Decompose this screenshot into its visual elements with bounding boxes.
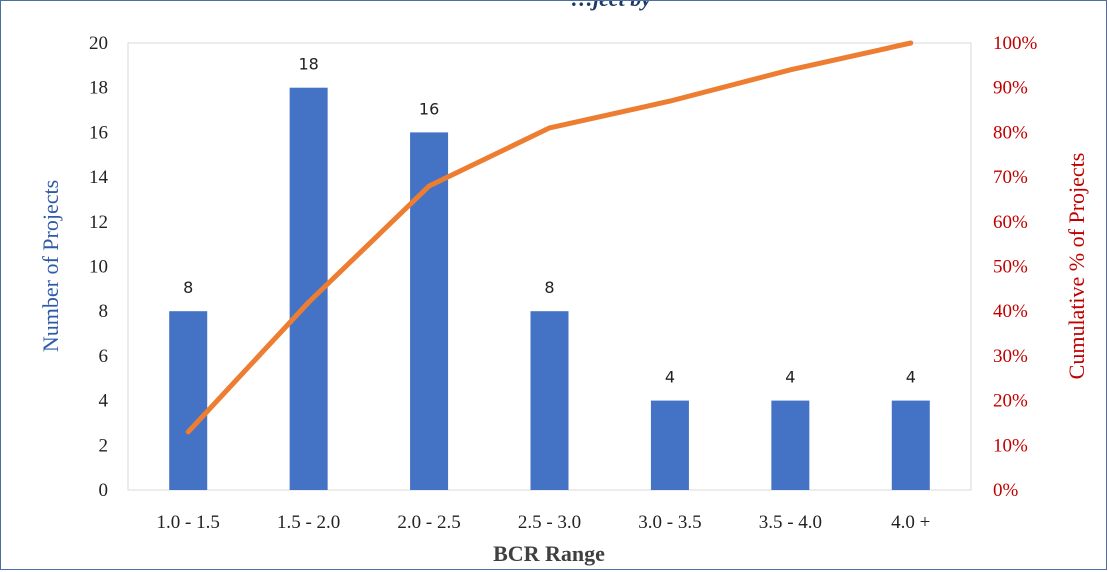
- y2-tick-label: 100%: [993, 33, 1038, 54]
- x-tick-label: 1.5 - 2.0: [277, 512, 340, 533]
- bar-data-label: 8: [183, 278, 193, 297]
- y2-tick-label: 10%: [993, 435, 1028, 456]
- bar: [410, 132, 449, 490]
- chart-title: …ject by: [571, 1, 651, 11]
- y-tick-label: 8: [99, 301, 109, 322]
- y2-tick-label: 80%: [993, 122, 1028, 143]
- y-tick-label: 14: [89, 167, 109, 188]
- bar: [891, 400, 930, 490]
- x-tick-label: 3.0 - 3.5: [638, 512, 701, 533]
- bar-data-label: 16: [419, 99, 439, 118]
- y-tick-label: 4: [99, 391, 109, 412]
- y2-tick-label: 90%: [993, 78, 1028, 99]
- y2-tick-label: 60%: [993, 212, 1028, 233]
- cumulative-line: [185, 40, 914, 435]
- y2-tick-label: 40%: [993, 301, 1028, 322]
- x-tick-label: 1.0 - 1.5: [157, 512, 220, 533]
- y-tick-label: 2: [99, 435, 109, 456]
- y2-tick-label: 0%: [993, 480, 1019, 501]
- bar: [169, 311, 208, 490]
- y-axis-title: Number of Projects: [38, 180, 63, 352]
- y2-tick-label: 70%: [993, 167, 1028, 188]
- bar-data-label: 18: [298, 55, 318, 74]
- y-tick-label: 12: [89, 212, 108, 233]
- bar-data-label: 4: [665, 368, 675, 387]
- bar-data-label: 4: [906, 368, 916, 387]
- y-tick-label: 20: [89, 33, 108, 54]
- y2-tick-label: 50%: [993, 257, 1028, 278]
- y-tick-label: 16: [89, 122, 108, 143]
- bar: [530, 311, 569, 490]
- y2-tick-label: 20%: [993, 391, 1028, 412]
- y2-tick-label: 30%: [993, 346, 1028, 367]
- y-tick-label: 18: [89, 78, 108, 99]
- y-tick-label: 10: [89, 257, 108, 278]
- y2-axis-title: Cumulative % of Projects: [1064, 153, 1089, 380]
- x-tick-label: 4.0 +: [891, 512, 930, 533]
- x-axis-title: BCR Range: [493, 541, 605, 566]
- y-tick-label: 6: [99, 346, 109, 367]
- bar: [650, 400, 689, 490]
- y-tick-label: 0: [99, 480, 109, 501]
- x-tick-label: 2.0 - 2.5: [397, 512, 460, 533]
- bar-data-label: 4: [785, 368, 795, 387]
- bar: [771, 400, 810, 490]
- x-tick-label: 2.5 - 3.0: [518, 512, 581, 533]
- x-tick-label: 3.5 - 4.0: [759, 512, 822, 533]
- bar-data-label: 8: [544, 278, 554, 297]
